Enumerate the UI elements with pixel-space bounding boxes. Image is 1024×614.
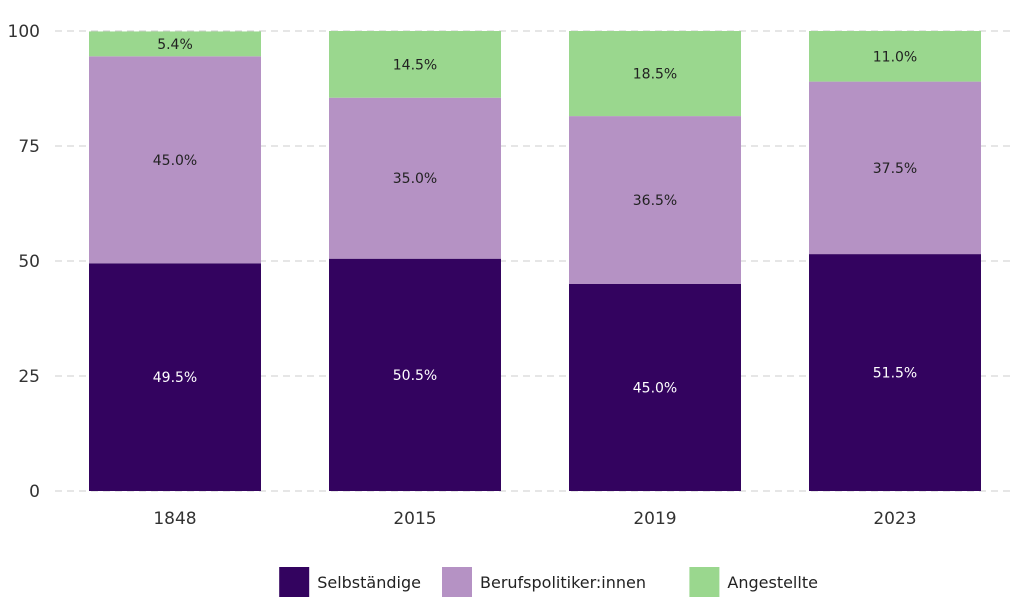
data-label: 37.5% xyxy=(873,161,917,177)
legend-label: Angestellte xyxy=(727,573,818,592)
legend-swatch xyxy=(279,567,310,597)
bar-segment xyxy=(329,258,501,491)
y-tick-label: 75 xyxy=(18,137,40,157)
data-label: 49.5% xyxy=(153,370,197,386)
x-tick-label: 2015 xyxy=(393,509,436,529)
data-label: 45.0% xyxy=(153,153,197,169)
bar-segment xyxy=(569,116,741,284)
y-tick-label: 25 xyxy=(18,367,40,387)
y-tick-label: 0 xyxy=(29,482,40,502)
data-label: 51.5% xyxy=(873,366,917,382)
bar-segment xyxy=(569,284,741,491)
legend-swatch xyxy=(442,567,472,597)
bar-segment xyxy=(89,263,261,491)
data-label: 14.5% xyxy=(393,57,437,73)
data-label: 35.0% xyxy=(393,171,437,187)
data-label: 18.5% xyxy=(633,67,677,83)
bar-segment xyxy=(89,56,261,264)
legend-label: Berufspolitiker:innen xyxy=(480,573,646,592)
bars: 49.5% 45.0% 5.4% 50.5% 35.0% 14.5% 45.0% 36.5% 1… xyxy=(89,31,981,491)
legend-label: Selbständige xyxy=(317,573,421,592)
bar-segment xyxy=(809,31,981,82)
data-label: 50.5% xyxy=(393,368,437,384)
x-tick-label: 2023 xyxy=(873,509,916,529)
data-label: 45.0% xyxy=(633,381,677,397)
x-tick-label: 2019 xyxy=(633,509,676,529)
data-label: 36.5% xyxy=(633,193,677,209)
x-tick-label: 1848 xyxy=(153,509,196,529)
data-label: 11.0% xyxy=(873,49,917,65)
bar-segment xyxy=(809,254,981,491)
bar-segment xyxy=(569,31,741,117)
y-axis-ticks: 0 25 50 75 100 xyxy=(8,22,40,502)
y-tick-label: 50 xyxy=(18,252,40,272)
x-axis-ticks: 1848 2015 2019 2023 xyxy=(153,509,916,529)
bar-segment xyxy=(89,31,261,57)
bar-segment xyxy=(809,81,981,255)
legend: Selbständige Berufspolitiker:innen Angeste… xyxy=(279,567,818,597)
y-tick-label: 100 xyxy=(8,22,40,42)
bar-segment xyxy=(329,97,501,259)
data-label: 5.4% xyxy=(157,37,193,53)
bar-segment xyxy=(329,31,501,98)
legend-swatch xyxy=(689,567,720,597)
